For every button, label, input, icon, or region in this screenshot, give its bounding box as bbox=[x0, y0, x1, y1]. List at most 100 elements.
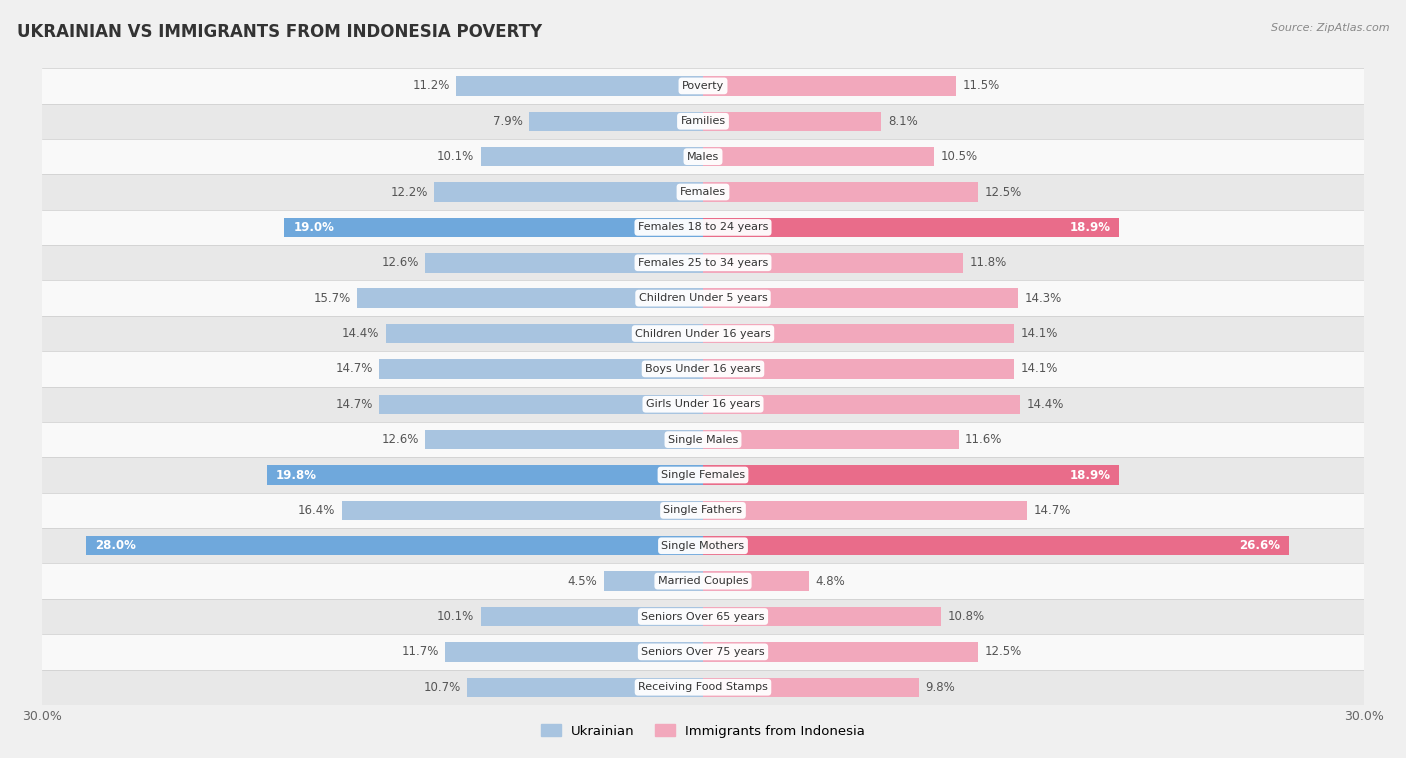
Bar bbox=[703, 253, 963, 273]
Text: Females 18 to 24 years: Females 18 to 24 years bbox=[638, 222, 768, 233]
Text: 14.7%: 14.7% bbox=[335, 362, 373, 375]
Bar bbox=[42, 563, 1364, 599]
Text: 12.6%: 12.6% bbox=[381, 256, 419, 269]
Text: Females 25 to 34 years: Females 25 to 34 years bbox=[638, 258, 768, 268]
Bar bbox=[703, 394, 1021, 414]
Bar bbox=[703, 607, 941, 626]
Bar bbox=[42, 245, 1364, 280]
Text: 10.8%: 10.8% bbox=[948, 610, 984, 623]
Bar bbox=[42, 669, 1364, 705]
Text: 14.1%: 14.1% bbox=[1021, 362, 1057, 375]
Text: Seniors Over 75 years: Seniors Over 75 years bbox=[641, 647, 765, 657]
Text: 12.5%: 12.5% bbox=[986, 186, 1022, 199]
Bar bbox=[426, 430, 703, 449]
Text: 11.6%: 11.6% bbox=[965, 433, 1002, 446]
Text: 11.7%: 11.7% bbox=[401, 645, 439, 659]
Bar bbox=[703, 77, 956, 96]
Text: Poverty: Poverty bbox=[682, 81, 724, 91]
Bar bbox=[42, 634, 1364, 669]
Text: 14.7%: 14.7% bbox=[1033, 504, 1071, 517]
Text: Children Under 5 years: Children Under 5 years bbox=[638, 293, 768, 303]
Text: UKRAINIAN VS IMMIGRANTS FROM INDONESIA POVERTY: UKRAINIAN VS IMMIGRANTS FROM INDONESIA P… bbox=[17, 23, 541, 41]
Bar bbox=[42, 104, 1364, 139]
Bar bbox=[703, 288, 1018, 308]
Text: 10.1%: 10.1% bbox=[437, 610, 474, 623]
Text: 11.5%: 11.5% bbox=[963, 80, 1000, 92]
Bar bbox=[481, 607, 703, 626]
Bar bbox=[42, 599, 1364, 634]
Text: Children Under 16 years: Children Under 16 years bbox=[636, 328, 770, 339]
Bar bbox=[703, 111, 882, 131]
Bar bbox=[42, 68, 1364, 104]
Text: Source: ZipAtlas.com: Source: ZipAtlas.com bbox=[1271, 23, 1389, 33]
Bar bbox=[42, 174, 1364, 210]
Text: 14.7%: 14.7% bbox=[335, 398, 373, 411]
Text: 26.6%: 26.6% bbox=[1239, 539, 1279, 553]
Bar bbox=[42, 351, 1364, 387]
Text: 14.4%: 14.4% bbox=[1026, 398, 1064, 411]
Text: 11.8%: 11.8% bbox=[970, 256, 1007, 269]
Bar bbox=[357, 288, 703, 308]
Text: Families: Families bbox=[681, 116, 725, 127]
Bar bbox=[342, 501, 703, 520]
Text: 18.9%: 18.9% bbox=[1070, 468, 1111, 481]
Bar bbox=[42, 210, 1364, 245]
Text: Single Fathers: Single Fathers bbox=[664, 506, 742, 515]
Bar bbox=[703, 218, 1119, 237]
Bar bbox=[703, 430, 959, 449]
Bar bbox=[42, 493, 1364, 528]
Bar bbox=[703, 465, 1119, 485]
Bar bbox=[446, 642, 703, 662]
Bar bbox=[457, 77, 703, 96]
Text: 12.2%: 12.2% bbox=[391, 186, 427, 199]
Bar bbox=[605, 572, 703, 591]
Text: 19.0%: 19.0% bbox=[294, 221, 335, 234]
Bar bbox=[86, 536, 703, 556]
Text: Single Mothers: Single Mothers bbox=[661, 540, 745, 551]
Text: 9.8%: 9.8% bbox=[925, 681, 955, 694]
Text: Single Males: Single Males bbox=[668, 434, 738, 445]
Bar bbox=[703, 536, 1289, 556]
Text: 14.1%: 14.1% bbox=[1021, 327, 1057, 340]
Text: 18.9%: 18.9% bbox=[1070, 221, 1111, 234]
Bar bbox=[703, 501, 1026, 520]
Text: 8.1%: 8.1% bbox=[889, 114, 918, 128]
Bar bbox=[42, 280, 1364, 316]
Text: 16.4%: 16.4% bbox=[298, 504, 335, 517]
Text: 14.3%: 14.3% bbox=[1025, 292, 1062, 305]
Bar bbox=[481, 147, 703, 167]
Text: Girls Under 16 years: Girls Under 16 years bbox=[645, 399, 761, 409]
Text: Seniors Over 65 years: Seniors Over 65 years bbox=[641, 612, 765, 622]
Text: 7.9%: 7.9% bbox=[492, 114, 523, 128]
Text: 14.4%: 14.4% bbox=[342, 327, 380, 340]
Bar bbox=[42, 316, 1364, 351]
Text: Boys Under 16 years: Boys Under 16 years bbox=[645, 364, 761, 374]
Text: Females: Females bbox=[681, 187, 725, 197]
Bar bbox=[380, 359, 703, 379]
Text: 10.7%: 10.7% bbox=[423, 681, 461, 694]
Bar bbox=[284, 218, 703, 237]
Text: Married Couples: Married Couples bbox=[658, 576, 748, 586]
Bar bbox=[380, 394, 703, 414]
Bar bbox=[42, 422, 1364, 457]
Text: 4.8%: 4.8% bbox=[815, 575, 845, 587]
Bar bbox=[703, 359, 1014, 379]
Text: 28.0%: 28.0% bbox=[96, 539, 136, 553]
Bar bbox=[42, 387, 1364, 422]
Bar bbox=[426, 253, 703, 273]
Bar bbox=[703, 572, 808, 591]
Bar bbox=[42, 528, 1364, 563]
Bar bbox=[703, 324, 1014, 343]
Bar bbox=[267, 465, 703, 485]
Bar bbox=[385, 324, 703, 343]
Text: Single Females: Single Females bbox=[661, 470, 745, 480]
Text: 15.7%: 15.7% bbox=[314, 292, 350, 305]
Text: 12.6%: 12.6% bbox=[381, 433, 419, 446]
Bar bbox=[703, 642, 979, 662]
Bar bbox=[703, 183, 979, 202]
Text: 10.1%: 10.1% bbox=[437, 150, 474, 163]
Text: 4.5%: 4.5% bbox=[568, 575, 598, 587]
Legend: Ukrainian, Immigrants from Indonesia: Ukrainian, Immigrants from Indonesia bbox=[536, 719, 870, 743]
Bar bbox=[42, 457, 1364, 493]
Text: 12.5%: 12.5% bbox=[986, 645, 1022, 659]
